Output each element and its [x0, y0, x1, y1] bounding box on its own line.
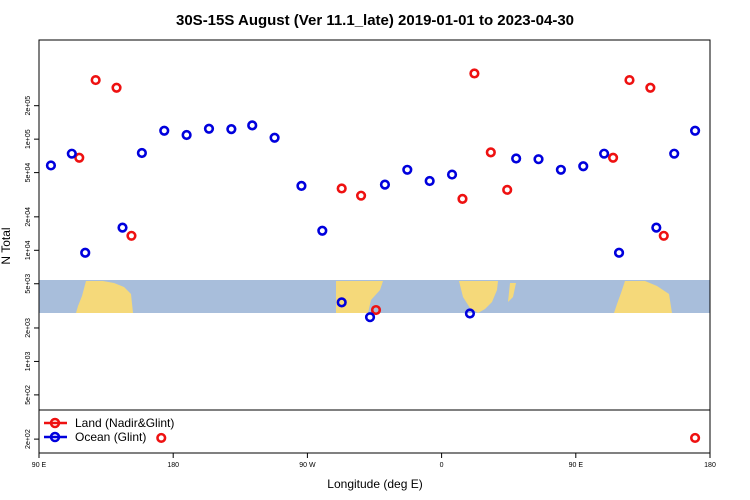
point-ocean-6	[181, 129, 192, 141]
point-ocean-16	[402, 164, 413, 175]
point-land-6	[355, 190, 367, 201]
land-africa-east	[614, 281, 672, 313]
point-ocean-15	[379, 179, 391, 190]
point-ocean-7	[203, 123, 215, 134]
point-land-15	[658, 230, 669, 241]
point-ocean-3	[117, 222, 128, 233]
point-ocean-24	[599, 148, 610, 159]
point-ocean-1	[66, 148, 77, 159]
point-ocean-2	[80, 247, 91, 258]
point-ocean-28	[689, 125, 701, 136]
y-tick-label-3: 2e+03	[25, 318, 32, 338]
point-land-5	[336, 183, 347, 194]
land-madagascar	[508, 283, 516, 302]
point-land-14	[645, 82, 656, 93]
x-axis: 90 E 180 90 W 0 90 E 180	[32, 453, 716, 469]
point-ocean-21	[533, 154, 544, 165]
point-land-1	[90, 74, 101, 86]
point-land-2	[111, 82, 122, 93]
land-africa	[76, 281, 133, 313]
y-tick-label-7: 5e+04	[25, 163, 32, 183]
legend: Land (Nadir&Glint) Ocean (Glint)	[44, 416, 174, 444]
point-land-12	[607, 152, 619, 163]
x-axis-label: Longitude (deg E)	[327, 477, 422, 491]
land-south-america	[336, 281, 383, 313]
x-tick-label-4: 90 E	[569, 462, 584, 469]
y-tick-label-9: 2e+05	[25, 96, 32, 116]
point-ocean-12	[317, 225, 328, 236]
x-tick-label-1: 180	[167, 462, 179, 469]
point-ocean-10	[269, 132, 280, 143]
legend-land-label: Land (Nadir&Glint)	[75, 416, 174, 430]
point-ocean-23	[578, 161, 589, 172]
point-ocean-25	[613, 247, 625, 258]
y-tick-label-8: 1e+05	[25, 129, 32, 149]
point-ocean-11	[296, 180, 307, 191]
point-land-4	[156, 432, 167, 444]
y-tick-label-2: 1e+03	[25, 351, 32, 371]
plot-area	[38, 39, 711, 454]
y-tick-label-0: 2e+02	[25, 429, 32, 449]
point-ocean-27	[669, 148, 680, 159]
point-ocean-19	[464, 308, 476, 319]
x-tick-label-5: 180	[704, 462, 716, 469]
y-tick-label-1: 5e+02	[25, 385, 32, 405]
point-land-9	[469, 68, 480, 79]
point-ocean-9	[247, 120, 258, 131]
point-ocean-5	[159, 125, 170, 136]
y-axis: 2e+02 5e+02 1e+03 2e+03 5e+03 1e+04 2e+04 5e+04…	[25, 96, 39, 449]
point-ocean-18	[446, 169, 458, 180]
point-land-13	[624, 74, 635, 86]
chart-title: 30S-15S August (Ver 11.1_late) 2019-01-0…	[176, 12, 574, 29]
land-australia	[459, 281, 498, 313]
point-ocean-8	[226, 124, 237, 135]
point-land-3	[126, 230, 137, 241]
point-ocean-4	[136, 147, 147, 159]
map-stripe	[39, 280, 710, 313]
y-tick-label-6: 2e+04	[25, 207, 32, 227]
point-land-11	[502, 184, 513, 195]
legend-ocean-label: Ocean (Glint)	[75, 430, 146, 444]
point-land-7	[370, 304, 382, 316]
point-ocean-22	[555, 164, 566, 175]
point-land-8	[457, 193, 468, 204]
point-ocean-20	[511, 153, 522, 164]
x-tick-label-2: 90 W	[299, 462, 316, 469]
legend-ocean-marker	[49, 431, 61, 443]
y-tick-label-5: 1e+04	[25, 240, 32, 260]
point-land-10	[485, 147, 496, 158]
x-tick-label-0: 90 E	[32, 462, 47, 469]
point-ocean-0	[45, 160, 57, 171]
point-ocean-13	[336, 297, 347, 308]
point-land-0	[74, 152, 85, 163]
point-ocean-17	[424, 175, 435, 187]
point-ocean-14	[364, 312, 376, 323]
data-points	[45, 68, 701, 444]
point-land-16	[689, 432, 701, 444]
point-ocean-26	[651, 222, 662, 233]
x-tick-label-3: 0	[440, 462, 444, 469]
y-axis-label: N Total	[0, 227, 13, 264]
y-tick-label-4: 5e+03	[25, 274, 32, 294]
legend-land-marker	[49, 417, 61, 429]
